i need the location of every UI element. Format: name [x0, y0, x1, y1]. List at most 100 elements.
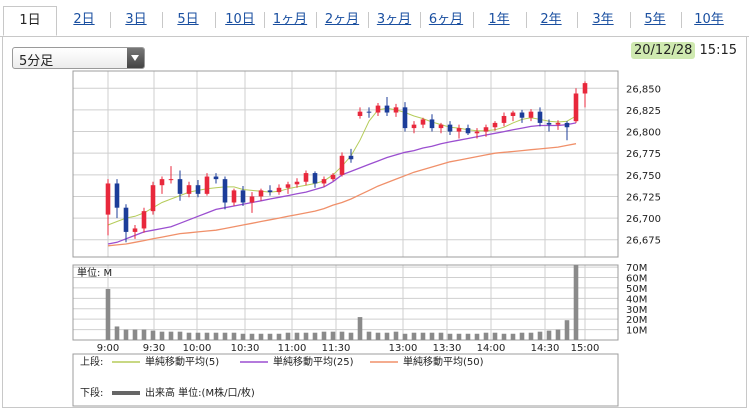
timestamp-time: 15:15 [699, 43, 737, 58]
candle-body [402, 107, 408, 129]
candle [429, 114, 435, 132]
interval-select-value: 5分足 [19, 54, 54, 69]
time-tick-label: 9:00 [97, 343, 119, 354]
candle-body [321, 179, 327, 184]
volume-bar [555, 329, 561, 340]
candle-body [366, 111, 372, 113]
volume-tick-label: 40M [626, 294, 647, 305]
legend-upper-label: 上段: [80, 355, 103, 368]
volume-bar [474, 333, 480, 340]
legend-ma50-label: 単純移動平均(50) [403, 355, 484, 368]
tab-divider [264, 12, 265, 28]
candle [339, 152, 345, 177]
candle [537, 107, 543, 127]
tab-1year[interactable]: 1年 [488, 12, 510, 27]
candle [231, 188, 237, 206]
volume-bar [492, 332, 498, 340]
tab-6month[interactable]: 6ヶ月 [428, 12, 464, 27]
tab-1month[interactable]: 1ヶ月 [272, 12, 308, 27]
chevron-down-icon[interactable] [127, 48, 144, 68]
candle [501, 112, 507, 127]
candle-body [564, 122, 570, 128]
time-tick-label: 11:30 [322, 343, 351, 354]
candle [492, 121, 498, 131]
tab-10day[interactable]: 10日 [225, 12, 255, 27]
time-tick-label: 14:30 [531, 343, 560, 354]
tab-5year[interactable]: 5年 [644, 12, 666, 27]
candle-body [375, 105, 381, 113]
legend-box [72, 353, 619, 407]
candle [249, 192, 255, 213]
legend-volume-label: 出来高 単位:(M株/口/枚) [145, 386, 255, 399]
volume-bar [564, 320, 570, 340]
candle-body [312, 173, 318, 184]
candle [474, 128, 480, 139]
candle-body [285, 184, 291, 188]
volume-grid [73, 265, 618, 340]
tab-10year[interactable]: 10年 [694, 12, 724, 27]
volume-bar [240, 333, 246, 340]
candle [483, 124, 489, 137]
candle [348, 148, 354, 163]
volume-bar [258, 333, 264, 340]
candle-body [222, 179, 228, 203]
volume-bar [141, 329, 147, 340]
price-tick-label: 26,775 [626, 149, 661, 160]
candle [240, 186, 246, 206]
candle [366, 107, 372, 118]
candle [375, 103, 381, 116]
tab-2year[interactable]: 2年 [540, 12, 562, 27]
candle [294, 178, 300, 188]
candle-body [177, 179, 183, 194]
tab-3year[interactable]: 3年 [592, 12, 614, 27]
candle-body [294, 181, 300, 185]
volume-bar [321, 331, 327, 340]
volume-bar [357, 317, 363, 340]
candle-body [519, 112, 525, 118]
candle [168, 166, 174, 184]
candle-body [339, 155, 345, 175]
volume-bar [231, 332, 237, 340]
timestamp-date: 20/12/28 [631, 42, 696, 59]
tab-3day[interactable]: 3日 [125, 12, 147, 27]
legend-lower-label: 下段: [80, 386, 103, 399]
volume-bar [186, 332, 192, 340]
candle [438, 122, 444, 134]
candle [528, 109, 534, 122]
candle-body [357, 111, 363, 116]
volume-bar [393, 331, 399, 340]
interval-select[interactable]: 5分足 [12, 47, 145, 69]
candle-body [141, 211, 147, 229]
candle [519, 109, 525, 123]
candle [195, 180, 201, 198]
volume-bar [123, 329, 129, 340]
price-tick-label: 26,800 [626, 128, 661, 139]
tab-3month[interactable]: 3ヶ月 [376, 12, 412, 27]
candle-body [393, 107, 399, 113]
tab-1day[interactable]: 1日 [3, 6, 57, 36]
candle-body [132, 228, 138, 232]
volume-bar [447, 333, 453, 340]
candle [258, 188, 264, 201]
tab-2day[interactable]: 2日 [73, 12, 95, 27]
time-tick-label: 11:00 [278, 343, 307, 354]
tab-divider [162, 12, 163, 28]
candle [312, 171, 318, 188]
candle-body [303, 173, 309, 182]
candle [546, 119, 552, 132]
tab-2month[interactable]: 2ヶ月 [324, 12, 360, 27]
candle-body [582, 83, 588, 94]
volume-bar [438, 332, 444, 340]
moving-average-lines [107, 107, 577, 247]
candle-body [159, 179, 165, 186]
candle-body [429, 119, 435, 129]
candle-body [456, 128, 462, 132]
volume-tick-label: 70M [626, 263, 647, 274]
candle [510, 110, 516, 122]
candle-body [474, 131, 480, 134]
tab-5day[interactable]: 5日 [177, 12, 199, 27]
volume-tick-label: 30M [626, 305, 647, 316]
tab-divider [630, 12, 631, 28]
